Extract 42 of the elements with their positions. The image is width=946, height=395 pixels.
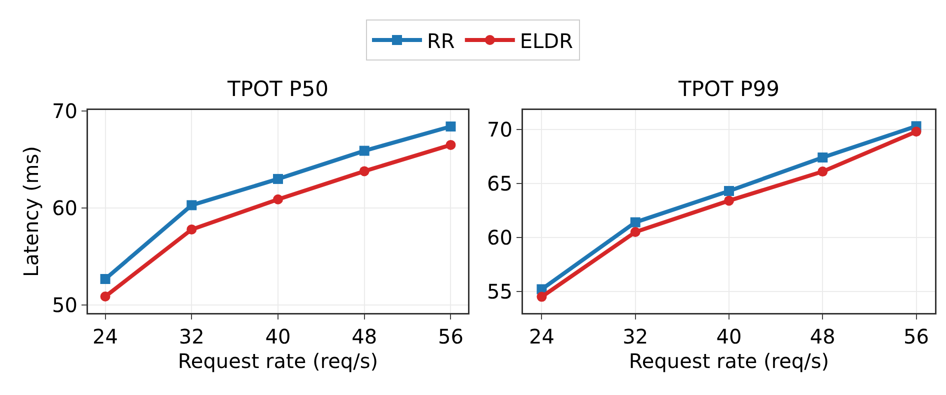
x-tick-label: 24	[529, 324, 554, 348]
y-tick-label: 55	[487, 279, 512, 304]
x-tick-label: 40	[265, 324, 291, 348]
y-tick-label: 65	[487, 171, 512, 196]
point	[630, 217, 640, 228]
point	[724, 186, 734, 196]
point	[359, 166, 370, 176]
x-tick-label: 32	[178, 324, 204, 348]
y-tick-label: 60	[52, 196, 78, 220]
point	[100, 291, 110, 302]
x-axis-title: Request rate (req/s)	[628, 348, 830, 373]
x-tick-label: 24	[92, 324, 118, 348]
point	[630, 227, 640, 238]
point	[446, 122, 456, 132]
x-tick-label: 40	[716, 324, 742, 348]
y-axis-title: Latency (ms)	[18, 146, 43, 277]
legend-label: RR	[427, 28, 455, 53]
legend-label: ELDR	[520, 28, 574, 53]
point	[446, 140, 456, 150]
point	[186, 200, 197, 210]
x-tick-label: 48	[810, 324, 836, 348]
point	[536, 292, 547, 302]
point	[186, 224, 197, 234]
x-axis-title: Request rate (req/s)	[178, 348, 378, 373]
point	[273, 194, 283, 204]
y-tick-label: 70	[52, 98, 78, 123]
point	[911, 126, 922, 137]
x-tick-label: 56	[904, 324, 929, 348]
x-tick-label: 56	[438, 324, 464, 348]
y-tick-label: 60	[487, 225, 512, 250]
point	[100, 274, 110, 284]
y-tick-label: 70	[487, 117, 512, 142]
chart-title: TPOT P50	[226, 77, 328, 101]
point	[818, 152, 828, 163]
point	[724, 196, 734, 206]
chart-title: TPOT P99	[678, 77, 780, 101]
y-tick-label: 50	[52, 293, 78, 318]
point	[818, 166, 828, 177]
x-tick-label: 48	[352, 324, 378, 348]
point	[273, 174, 283, 184]
x-tick-label: 32	[622, 324, 648, 348]
point	[359, 146, 370, 156]
